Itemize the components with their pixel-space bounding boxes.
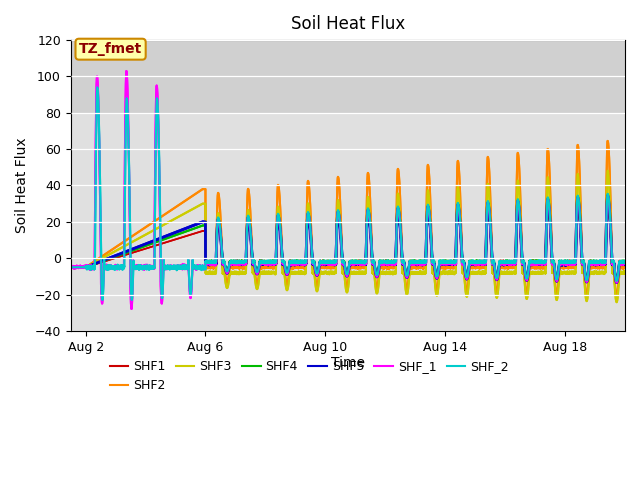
SHF1 bbox=[67, 264, 74, 270]
Line: SHF4: SHF4 bbox=[70, 200, 625, 281]
SHF_2 bbox=[621, 259, 629, 264]
SHF2 bbox=[508, 264, 515, 270]
SHF_2 bbox=[478, 259, 486, 264]
SHF1 bbox=[478, 259, 486, 265]
SHF1 bbox=[419, 260, 427, 265]
SHF_2 bbox=[508, 259, 515, 264]
SHF3 bbox=[268, 270, 275, 276]
Line: SHF5: SHF5 bbox=[70, 196, 625, 283]
SHF1 bbox=[95, 260, 102, 266]
Text: TZ_fmet: TZ_fmet bbox=[79, 42, 142, 56]
SHF2 bbox=[419, 265, 427, 271]
SHF5 bbox=[419, 260, 427, 266]
SHF_2 bbox=[268, 259, 275, 265]
SHF4 bbox=[419, 261, 427, 266]
SHF4 bbox=[478, 259, 486, 264]
Line: SHF_2: SHF_2 bbox=[70, 87, 625, 300]
SHF_1 bbox=[122, 68, 130, 74]
SHF2 bbox=[268, 264, 275, 270]
SHF4 bbox=[395, 210, 403, 216]
SHF_1 bbox=[478, 261, 486, 267]
SHF_1 bbox=[268, 261, 275, 266]
SHF1 bbox=[268, 260, 275, 266]
Bar bbox=[70, 113, 625, 331]
SHF5 bbox=[67, 264, 74, 270]
Y-axis label: Soil Heat Flux: Soil Heat Flux bbox=[15, 138, 29, 233]
SHF2 bbox=[67, 264, 74, 270]
SHF3 bbox=[604, 168, 611, 174]
SHF_2 bbox=[128, 297, 136, 303]
SHF5 bbox=[621, 261, 629, 266]
SHF2 bbox=[95, 256, 102, 262]
SHF2 bbox=[395, 169, 403, 175]
Line: SHF3: SHF3 bbox=[70, 171, 625, 302]
SHF2 bbox=[621, 264, 629, 270]
SHF2 bbox=[612, 294, 620, 300]
SHF_1 bbox=[419, 261, 427, 267]
SHF_2 bbox=[67, 264, 74, 270]
Line: SHF1: SHF1 bbox=[70, 206, 625, 281]
SHF3 bbox=[621, 271, 629, 276]
Bar bbox=[70, 40, 625, 113]
SHF2 bbox=[478, 265, 486, 271]
SHF3 bbox=[95, 257, 102, 263]
SHF_1 bbox=[395, 208, 403, 214]
SHF4 bbox=[612, 278, 620, 284]
SHF_2 bbox=[419, 260, 427, 265]
SHF4 bbox=[67, 264, 74, 270]
SHF3 bbox=[419, 269, 427, 275]
SHF5 bbox=[268, 261, 275, 266]
SHF5 bbox=[95, 259, 102, 265]
SHF2 bbox=[604, 138, 611, 144]
SHF4 bbox=[508, 259, 515, 265]
SHF_2 bbox=[395, 206, 403, 212]
SHF3 bbox=[478, 269, 486, 275]
SHF5 bbox=[604, 193, 611, 199]
SHF1 bbox=[621, 260, 629, 265]
SHF_2 bbox=[93, 84, 101, 90]
Title: Soil Heat Flux: Soil Heat Flux bbox=[291, 15, 405, 33]
SHF5 bbox=[508, 261, 515, 266]
SHF1 bbox=[508, 259, 515, 265]
SHF_2 bbox=[95, 106, 102, 112]
Legend: SHF1, SHF2, SHF3, SHF4, SHF5, SHF_1, SHF_2: SHF1, SHF2, SHF3, SHF4, SHF5, SHF_1, SHF… bbox=[104, 355, 514, 397]
SHF5 bbox=[395, 207, 403, 213]
SHF3 bbox=[612, 300, 620, 305]
SHF_1 bbox=[95, 106, 102, 111]
SHF5 bbox=[478, 261, 486, 266]
SHF5 bbox=[612, 280, 620, 286]
SHF1 bbox=[395, 215, 403, 221]
SHF_1 bbox=[67, 264, 74, 270]
Line: SHF_1: SHF_1 bbox=[70, 71, 625, 309]
SHF1 bbox=[612, 278, 620, 284]
SHF3 bbox=[508, 271, 515, 276]
SHF4 bbox=[95, 260, 102, 265]
SHF4 bbox=[621, 258, 629, 264]
X-axis label: Time: Time bbox=[331, 356, 365, 371]
SHF_1 bbox=[508, 262, 515, 267]
SHF_1 bbox=[621, 261, 629, 267]
SHF3 bbox=[395, 193, 403, 199]
SHF3 bbox=[67, 264, 74, 270]
SHF4 bbox=[268, 258, 275, 264]
Line: SHF2: SHF2 bbox=[70, 141, 625, 297]
SHF4 bbox=[604, 197, 611, 203]
SHF_1 bbox=[127, 306, 135, 312]
SHF1 bbox=[604, 203, 611, 209]
